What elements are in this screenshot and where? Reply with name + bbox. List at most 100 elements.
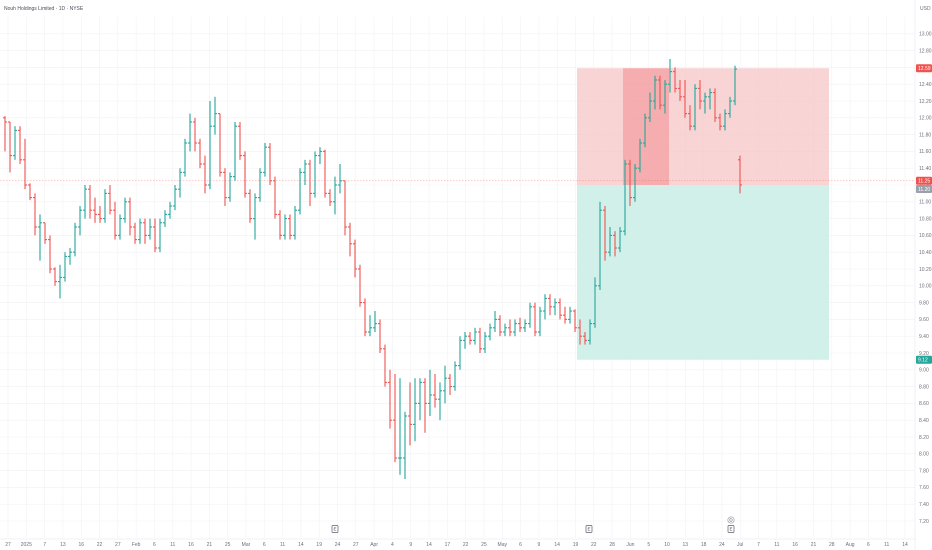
ohlc-bar — [223, 168, 227, 206]
ohlc-bar — [373, 311, 377, 332]
ohlc-bar — [588, 319, 592, 345]
x-tick-label: 19 — [573, 542, 579, 548]
x-tick-label: 21 — [811, 542, 817, 548]
time-axis[interactable]: 27 2025 7 13 16 22 27 Feb 6 11 16 21 25 Mar 6 11 14 19 24 2… — [0, 538, 915, 548]
x-tick-label: 11 — [280, 542, 285, 548]
ohlc-bar — [123, 197, 127, 223]
ohlc-bar — [323, 149, 327, 198]
x-tick-label: 14 — [902, 542, 908, 548]
ohlc-bar — [288, 214, 292, 240]
x-tick-label: 14 — [426, 542, 432, 548]
take-profit-zone[interactable] — [577, 185, 829, 360]
ohlc-bar — [118, 214, 122, 240]
x-tick-label: 4 — [391, 542, 394, 548]
ohlc-bar — [233, 122, 237, 181]
ohlc-bar — [723, 109, 727, 131]
ohlc-bar — [68, 248, 72, 265]
dividend-marker[interactable]: D — [727, 516, 735, 524]
ohlc-bar — [593, 277, 597, 328]
marker-label: E — [729, 527, 732, 532]
ohlc-bar — [103, 189, 107, 223]
ohlc-bar — [333, 176, 337, 215]
ohlc-bar — [243, 151, 247, 198]
x-tick-label: 2025 — [21, 542, 32, 548]
ohlc-bar — [388, 369, 392, 429]
ohlc-bar — [308, 159, 312, 206]
x-tick-label: 16 — [792, 542, 798, 548]
ohlc-bar — [438, 382, 442, 421]
ohlc-bar — [678, 80, 682, 101]
ohlc-bar — [673, 67, 677, 93]
y-tick-label: 11.40 — [919, 166, 931, 172]
x-tick-label: 22 — [97, 542, 103, 548]
y-tick-label: 10.00 — [919, 284, 932, 290]
y-tick-label: 8.60 — [919, 401, 929, 407]
y-tick-label: 11.00 — [919, 200, 931, 206]
ohlc-bar — [18, 126, 22, 164]
ohlc-bar — [418, 378, 422, 421]
ohlc-bar — [263, 143, 267, 177]
ohlc-bar — [503, 323, 507, 337]
ohlc-bar — [43, 222, 47, 244]
event-markers: E E ED — [331, 516, 735, 533]
y-tick-label: 9.00 — [919, 368, 929, 374]
ohlc-bar — [163, 210, 167, 227]
ohlc-bar — [473, 327, 477, 345]
ohlc-bar — [168, 201, 172, 219]
earnings-marker[interactable]: E — [585, 525, 593, 533]
ohlc-bar — [228, 172, 232, 202]
x-tick-label: 27 — [353, 542, 359, 548]
price-axis[interactable]: 13.0012.8012.6012.4012.2012.0011.8011.60… — [914, 0, 932, 550]
marker-label: D — [729, 518, 733, 523]
x-tick-label: 16 — [78, 542, 84, 548]
ohlc-bar — [278, 210, 282, 240]
x-tick-label: 11 — [774, 542, 779, 548]
stop-loss-zone[interactable] — [577, 68, 829, 185]
x-tick-label: 11 — [884, 542, 889, 548]
ohlc-bar — [568, 306, 572, 324]
ohlc-bar — [698, 80, 702, 110]
ohlc-bar — [708, 88, 712, 110]
x-tick-label: 7 — [43, 542, 46, 548]
ohlc-bar — [508, 319, 512, 337]
x-tick-label: Mar — [242, 542, 251, 548]
y-tick-label: 8.20 — [919, 435, 929, 441]
ohlc-bar — [738, 155, 742, 194]
x-tick-label: 5 — [647, 542, 650, 548]
ohlc-bar — [648, 92, 652, 122]
ohlc-bar — [578, 319, 582, 345]
ohlc-bar — [453, 361, 457, 391]
price-tag: 12.59 — [916, 64, 932, 73]
ohlc-bar — [258, 168, 262, 202]
ohlc-bar — [368, 315, 372, 337]
ohlc-bar — [543, 294, 547, 320]
ohlc-bar — [663, 80, 667, 114]
earnings-marker[interactable]: E — [727, 525, 735, 533]
ohlc-bar — [378, 319, 382, 353]
ohlc-bar — [533, 302, 537, 337]
ohlc-bar — [113, 201, 117, 240]
x-tick-label: 9 — [409, 542, 412, 548]
ohlc-bar — [538, 306, 542, 337]
ohlc-bar — [403, 411, 407, 479]
short-position-tool[interactable] — [0, 68, 915, 360]
x-tick-label: 28 — [609, 542, 615, 548]
ohlc-bar — [463, 332, 467, 349]
ohlc-bar — [668, 59, 672, 93]
ohlc-bar — [348, 222, 352, 257]
y-tick-label: 9.60 — [919, 317, 929, 323]
ohlc-bar — [653, 75, 657, 110]
x-tick-label: 10 — [664, 542, 670, 548]
ohlc-bar — [28, 183, 32, 201]
earnings-marker[interactable]: E — [331, 525, 339, 533]
ohlc-bar — [178, 168, 182, 198]
ohlc-bar — [693, 84, 697, 131]
marker-label: E — [333, 527, 336, 532]
price-tag: 11.25 — [916, 176, 932, 185]
ohlc-bar — [393, 374, 397, 463]
ohlc-series — [3, 59, 742, 479]
x-tick-label: 27 — [5, 542, 11, 548]
ohlc-bar — [58, 264, 62, 299]
